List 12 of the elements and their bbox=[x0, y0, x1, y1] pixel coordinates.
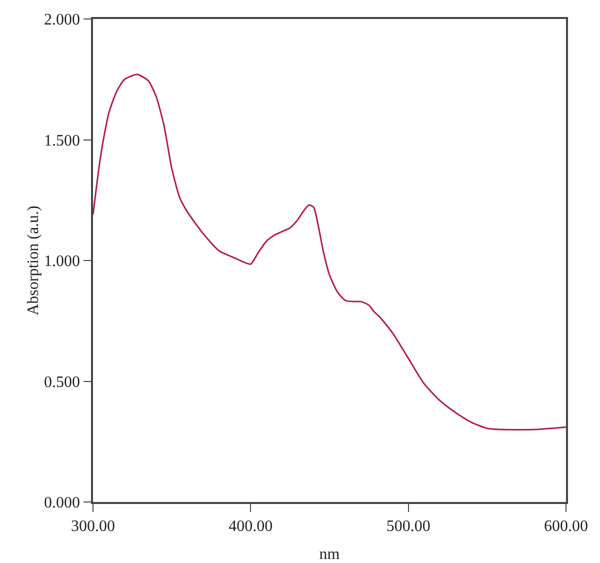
x-axis-title: nm bbox=[319, 546, 340, 563]
x-tick-label: 600.00 bbox=[544, 518, 588, 535]
y-tick-label: 2.000 bbox=[44, 12, 80, 29]
y-tick-label: 0.500 bbox=[44, 374, 80, 391]
x-tick-label: 500.00 bbox=[386, 518, 430, 535]
line-series bbox=[93, 74, 566, 430]
y-tick-label: 0.000 bbox=[44, 494, 80, 512]
y-axis-title: Absorption (a.u.) bbox=[25, 206, 42, 316]
y-tick-label: 1.500 bbox=[44, 132, 80, 150]
y-tick-label: 1.000 bbox=[44, 253, 80, 270]
x-tick-label: 400.00 bbox=[228, 518, 273, 535]
x-tick-label: 300.00 bbox=[71, 518, 115, 535]
